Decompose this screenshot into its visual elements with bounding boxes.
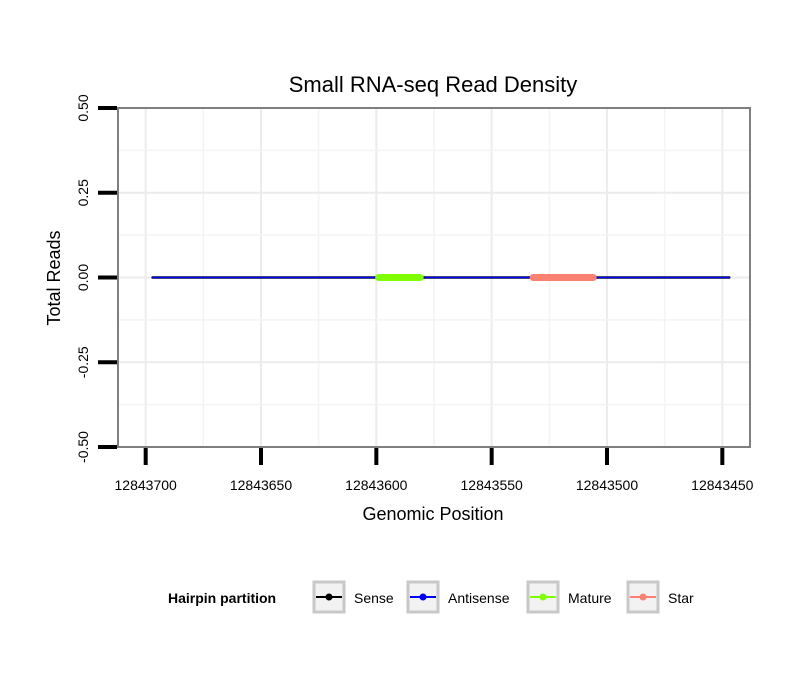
legend-key-point xyxy=(419,593,427,601)
y-tick-label: 0.50 xyxy=(75,94,91,121)
legend-label-mature: Mature xyxy=(568,590,612,606)
legend-key-point xyxy=(539,593,547,601)
x-tick-label: 12843700 xyxy=(115,477,178,493)
legend-key-point xyxy=(639,593,647,601)
plot-panel-border xyxy=(117,107,751,448)
legend-label-antisense: Antisense xyxy=(448,590,510,606)
y-axis-title: Total Reads xyxy=(44,230,64,325)
x-tick-label: 12843450 xyxy=(691,477,754,493)
y-tick-label: -0.50 xyxy=(75,431,91,463)
legend-key-point xyxy=(325,593,333,601)
chart-title: Small RNA-seq Read Density xyxy=(289,72,578,97)
x-axis: 12843700 12843650 12843600 12843550 12843500… xyxy=(115,448,754,493)
x-tick-label: 12843500 xyxy=(576,477,639,493)
x-axis-title: Genomic Position xyxy=(362,504,503,524)
y-tick-label: 0.25 xyxy=(75,179,91,206)
y-tick-label: -0.25 xyxy=(75,346,91,378)
y-axis: 0.50 0.25 0.00 -0.25 -0.50 xyxy=(75,94,117,463)
legend-label-star: Star xyxy=(668,590,694,606)
y-tick-label: 0.00 xyxy=(75,264,91,291)
legend: Hairpin partition Sense Antisense Mature St… xyxy=(168,580,694,614)
legend-label-sense: Sense xyxy=(354,590,394,606)
legend-title: Hairpin partition xyxy=(168,590,276,606)
x-tick-label: 12843650 xyxy=(230,477,293,493)
x-tick-label: 12843550 xyxy=(461,477,524,493)
x-tick-label: 12843600 xyxy=(345,477,408,493)
